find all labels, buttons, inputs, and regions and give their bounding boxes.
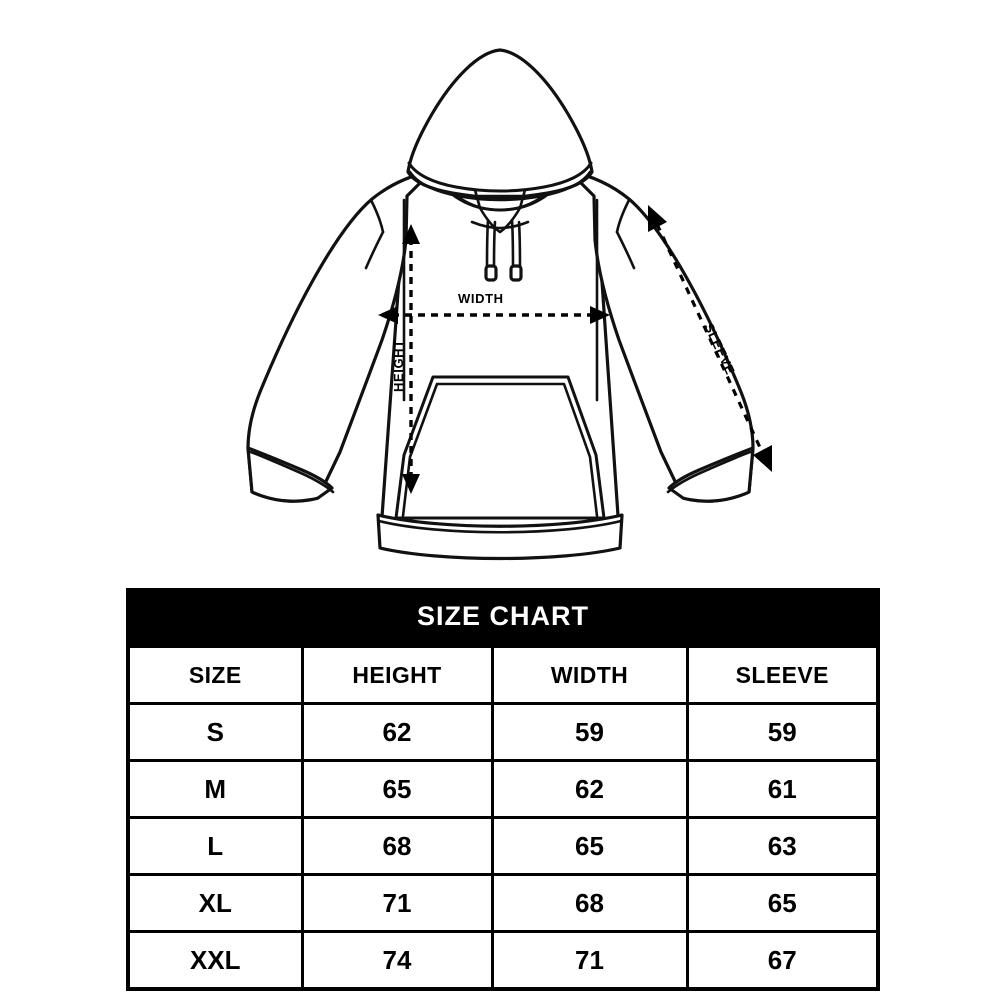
table-row: L 68 65 63 [126, 816, 880, 876]
column-header-sleeve: SLEEVE [685, 645, 880, 705]
waistband-top-seam [377, 519, 623, 534]
hoodie-right-cuff [667, 446, 755, 503]
sleeve-arrow-line [655, 223, 765, 455]
drawstring-right-2 [517, 220, 522, 270]
cell-sleeve: 65 [685, 873, 880, 933]
right-cuff-seam [666, 450, 753, 494]
size-chart-table: SIZE CHART SIZE HEIGHT WIDTH SLEEVE S 62… [126, 588, 880, 991]
cell-size: XXL [126, 930, 304, 991]
cell-height: 62 [300, 702, 494, 762]
table-title-row: SIZE CHART [128, 590, 878, 648]
drawstring-right [510, 218, 515, 270]
measurement-width: WIDTH [378, 291, 610, 324]
table-row: M 65 62 61 [126, 759, 880, 819]
cell-width: 65 [490, 816, 689, 876]
column-header-width: WIDTH [490, 645, 689, 705]
height-label: HEIGHT [391, 339, 406, 392]
kangaroo-pocket-inner-edge [401, 382, 599, 518]
cell-sleeve: 59 [685, 702, 880, 762]
size-chart-table-container: SIZE CHART SIZE HEIGHT WIDTH SLEEVE S 62… [126, 588, 880, 991]
drawstring-left [485, 218, 490, 270]
left-cuff-seam [248, 450, 335, 494]
right-shoulder-seam [615, 230, 636, 270]
cell-height: 74 [300, 930, 494, 991]
cell-size: S [126, 702, 304, 762]
width-arrow-head-right [590, 306, 610, 324]
height-arrow-head-bottom [402, 474, 420, 494]
cell-size: L [126, 816, 304, 876]
column-header-height: HEIGHT [300, 645, 494, 705]
cell-sleeve: 67 [685, 930, 880, 991]
hoodie-waistband [376, 513, 624, 561]
table-row: S 62 59 59 [126, 702, 880, 762]
hoodie-technical-drawing: WIDTH HEIGHT SLEEVE [246, 48, 772, 561]
cell-width: 68 [490, 873, 689, 933]
cell-sleeve: 63 [685, 816, 880, 876]
cell-height: 71 [300, 873, 494, 933]
hoodie-left-cuff [246, 446, 334, 503]
kangaroo-pocket [394, 375, 606, 520]
cell-height: 65 [300, 759, 494, 819]
width-arrow-head-left [378, 306, 398, 324]
table-header-row: SIZE HEIGHT WIDTH SLEEVE [126, 645, 880, 705]
hoodie-hood [406, 48, 594, 200]
left-shoulder-seam [364, 230, 385, 270]
cell-width: 71 [490, 930, 689, 991]
hood-inner-gusset [473, 188, 527, 234]
cell-size: M [126, 759, 304, 819]
right-armhole-seam [615, 198, 631, 234]
measurement-height: HEIGHT [391, 224, 420, 494]
width-label: WIDTH [458, 291, 504, 306]
table-row: XL 71 68 65 [126, 873, 880, 933]
cell-width: 59 [490, 702, 689, 762]
hood-facing-band-lower [408, 170, 592, 202]
sleeve-arrow-head-top [648, 205, 667, 232]
drawstring-left-aglet [484, 264, 498, 282]
sleeve-arrow-head-bottom [753, 445, 772, 472]
height-arrow-head-top [402, 224, 420, 244]
hood-facing-band [407, 161, 593, 193]
table-row: XXL 74 71 67 [126, 930, 880, 991]
table-title: SIZE CHART [128, 590, 878, 648]
cell-height: 68 [300, 816, 494, 876]
drawstring-right-aglet [509, 264, 523, 282]
cell-sleeve: 61 [685, 759, 880, 819]
column-header-size: SIZE [126, 645, 304, 705]
cell-width: 62 [490, 759, 689, 819]
drawstring-left-2 [492, 220, 497, 270]
left-armhole-seam [369, 198, 385, 234]
cell-size: XL [126, 873, 304, 933]
